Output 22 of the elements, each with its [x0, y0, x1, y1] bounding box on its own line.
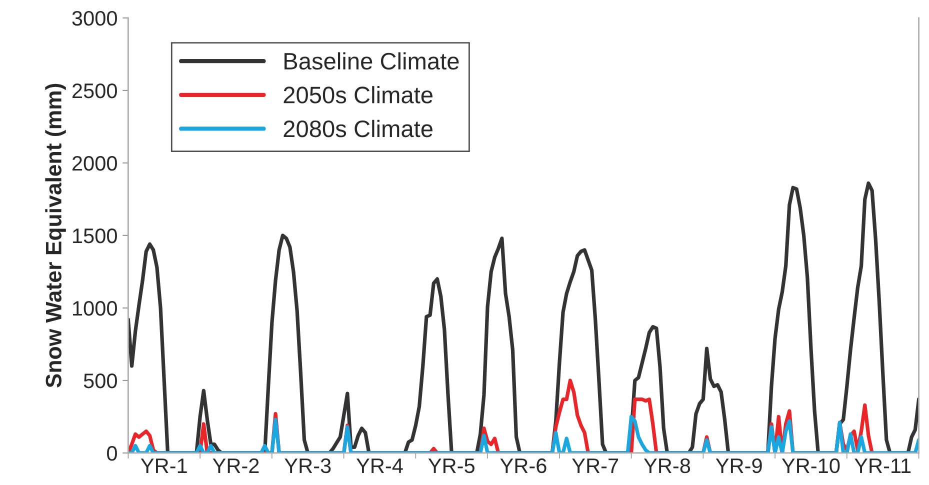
x-tick-label: YR-9: [716, 458, 762, 474]
x-tick-label: YR-1: [140, 458, 187, 473]
y-axis-title: Snow Water Equivalent (mm): [45, 84, 66, 388]
legend-label: 2050s Climate: [284, 86, 432, 104]
y-tick-label: 1000: [73, 300, 117, 316]
x-tick-label: YR-10: [782, 458, 840, 474]
x-tick-label: YR-5: [428, 458, 474, 474]
x-tick-label: YR-7: [572, 458, 618, 473]
y-tick-label: 1500: [73, 228, 117, 244]
y-tick-label: 2000: [72, 156, 117, 171]
y-tick-label: 2500: [72, 83, 117, 98]
x-tick-label: YR-2: [212, 458, 259, 473]
y-tick-label: 0: [107, 446, 117, 461]
x-tick-label: YR-11: [854, 458, 911, 473]
legend-label: 2080s Climate: [284, 120, 432, 138]
x-tick-label: YR-6: [500, 458, 546, 474]
x-tick-label: YR-4: [356, 458, 403, 473]
y-tick-label: 3000: [72, 10, 117, 26]
x-tick-label: YR-3: [284, 458, 331, 474]
y-tick-label: 500: [84, 373, 117, 388]
x-tick-label: YR-8: [644, 458, 690, 474]
legend-label: Baseline Climate: [284, 52, 459, 70]
